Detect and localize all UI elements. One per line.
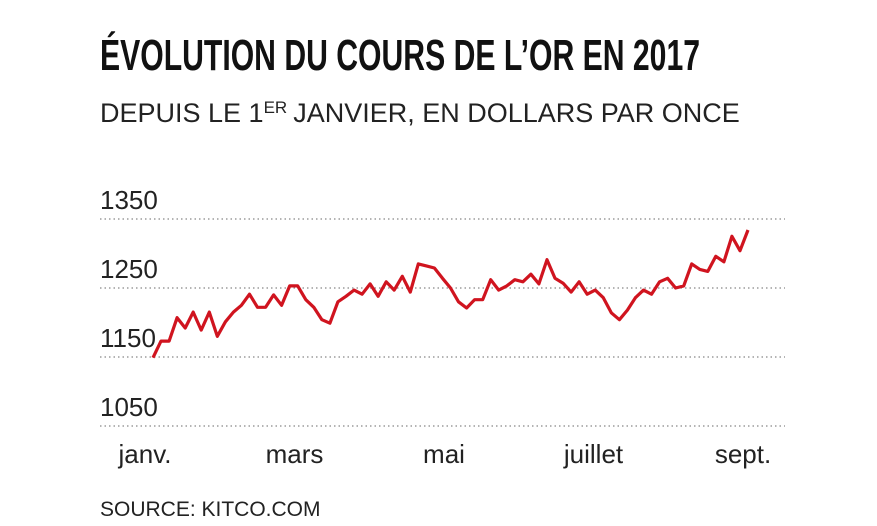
- x-tick-label: mars: [266, 439, 324, 469]
- y-tick-label: 1250: [100, 254, 158, 284]
- subtitle-part: JANVIER, EN DOLLARS PAR ONCE: [293, 98, 740, 128]
- x-tick-label: juillet: [563, 439, 624, 469]
- price-line: [151, 229, 750, 359]
- x-tick-label: mai: [423, 439, 465, 469]
- source: SOURCE: KITCO.COM: [100, 498, 321, 521]
- subtitle-sup: ER: [264, 98, 288, 117]
- y-tick-label: 1150: [100, 323, 156, 353]
- x-tick-label: sept.: [715, 439, 771, 469]
- y-tick-label: 1050: [100, 392, 158, 422]
- chart-title: ÉVOLUTION DU COURS DE L’OR EN 2017: [100, 30, 700, 80]
- x-tick-label: janv.: [118, 439, 172, 469]
- subtitle-part: DEPUIS LE 1: [100, 98, 264, 128]
- subtitle: DEPUIS LE 1ER JANVIER, EN DOLLARS PAR ONC…: [100, 98, 740, 128]
- y-tick-label: 1350: [100, 185, 158, 215]
